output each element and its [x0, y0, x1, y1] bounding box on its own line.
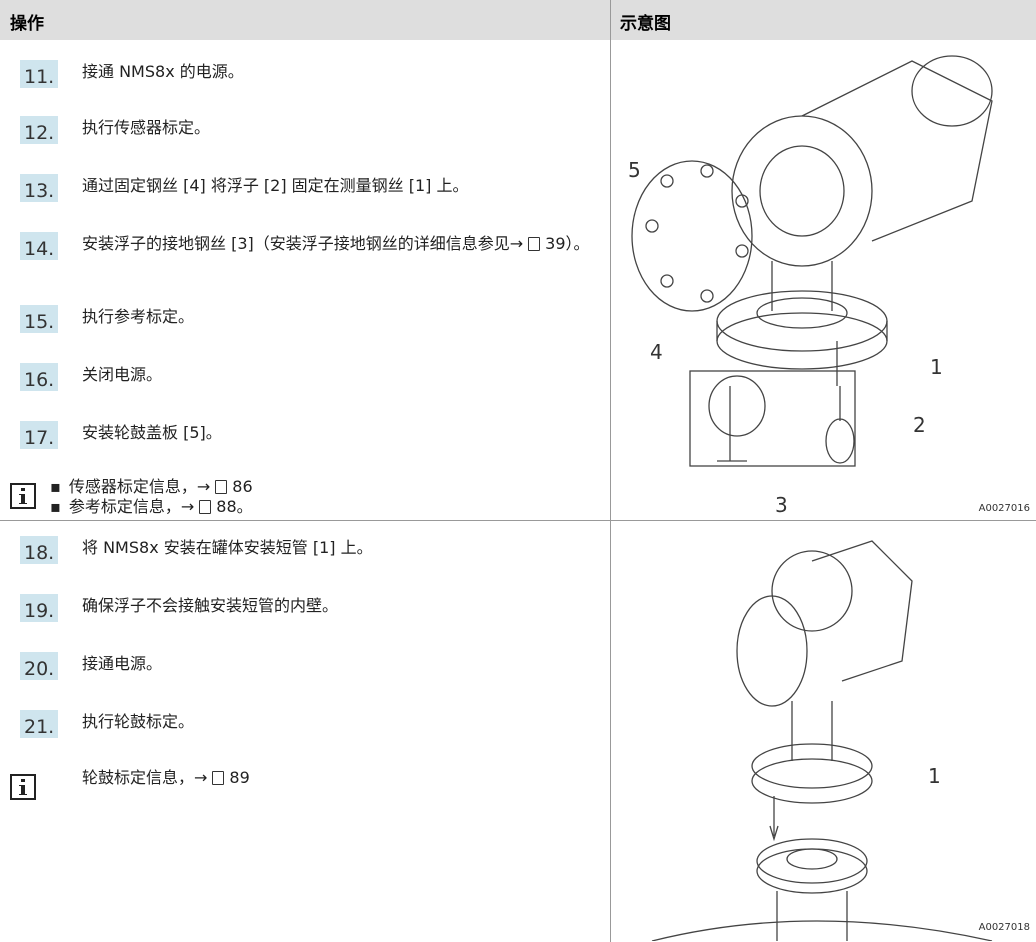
callout: 1 [930, 355, 943, 379]
step-number: 14. [20, 232, 59, 260]
step-text: 关闭电源。 [82, 364, 592, 386]
figure-code: A0027018 [978, 922, 1030, 933]
header-bg [0, 0, 1036, 40]
illustration-drum-calibration [631, 55, 993, 467]
page-number: 89 [229, 768, 250, 787]
callout: 2 [913, 413, 926, 437]
step-number: 19. [20, 594, 59, 622]
callout: 1 [928, 764, 941, 788]
text: 将 NMS8x 安装在罐体安装短管 [1] 上。 [82, 538, 373, 557]
step-number: 12. [20, 116, 59, 144]
text: 通过固定钢丝 [4] 将浮子 [2] 固定在测量钢丝 [1] 上。 [82, 176, 469, 195]
text: 确保浮子不会接触安装短管的内壁。 [82, 596, 339, 615]
info-icon [10, 774, 36, 800]
note: ▪ 参考标定信息，→ 88。 [50, 497, 576, 517]
step-number: 11. [20, 60, 59, 88]
figure-code: A0027016 [978, 503, 1030, 514]
text: 安装浮子的接地钢丝 [3]（安装浮子接地钢丝的详细信息参见→ [82, 234, 524, 253]
note: 轮鼓标定信息，→ 89 [82, 768, 592, 788]
step-text: 执行传感器标定。 [82, 117, 592, 139]
step-text: 接通电源。 [82, 653, 592, 675]
table-border [0, 40, 1036, 521]
step-number: 13. [20, 174, 59, 202]
page-icon [199, 500, 212, 514]
info-glyph [19, 488, 27, 504]
text: 参考标定信息，→ [68, 497, 195, 516]
step-text: 通过固定钢丝 [4] 将浮子 [2] 固定在测量钢丝 [1] 上。 [82, 175, 592, 197]
page-icon [528, 237, 541, 251]
step-text: 执行轮鼓标定。 [82, 711, 592, 733]
step-text: 将 NMS8x 安装在罐体安装短管 [1] 上。 [82, 537, 592, 559]
text: 接通 NMS8x 的电源。 [82, 62, 244, 81]
text: 。 [236, 497, 253, 516]
text: 接通电源。 [82, 654, 163, 673]
step-number: 20. [20, 652, 59, 680]
step-text: 执行参考标定。 [82, 306, 592, 328]
step-text: 接通 NMS8x 的电源。 [82, 61, 592, 83]
note: ▪ 传感器标定信息，→ 86 [50, 477, 576, 497]
step-number: 18. [20, 536, 59, 564]
text: 安装轮鼓盖板 [5]。 [82, 423, 222, 442]
step-text: 安装轮鼓盖板 [5]。 [82, 422, 592, 444]
bullet: ▪ [50, 477, 61, 496]
illustration-mounting [651, 540, 993, 941]
bullet: ▪ [50, 497, 61, 516]
column-header: 操作 [10, 14, 44, 34]
text: 执行参考标定。 [82, 307, 195, 326]
column-header: 示意图 [620, 14, 671, 34]
callout: 4 [650, 340, 663, 364]
text: 传感器标定信息，→ [68, 477, 211, 496]
step-number: 16. [20, 363, 59, 391]
step-text: 安装浮子的接地钢丝 [3]（安装浮子接地钢丝的详细信息参见→ 39）。 [82, 233, 592, 255]
text: 执行传感器标定。 [82, 118, 211, 137]
step-number: 15. [20, 305, 59, 333]
text: 执行轮鼓标定。 [82, 712, 195, 731]
text: 轮鼓标定信息，→ [82, 768, 208, 787]
page-icon [212, 771, 225, 785]
page-number: 86 [232, 477, 253, 496]
page-number: 39 [545, 234, 566, 253]
text: 关闭电源。 [82, 365, 163, 384]
page-number: 88 [216, 497, 237, 516]
column-divider [610, 0, 611, 942]
page-icon [215, 480, 228, 494]
info-icon [10, 483, 36, 509]
text: ）。 [565, 234, 590, 253]
callout: 3 [775, 493, 788, 517]
callout: 5 [628, 158, 641, 182]
info-glyph [19, 779, 27, 795]
step-text: 确保浮子不会接触安装短管的内壁。 [82, 595, 592, 617]
step-number: 21. [20, 710, 59, 738]
step-number: 17. [20, 421, 59, 449]
